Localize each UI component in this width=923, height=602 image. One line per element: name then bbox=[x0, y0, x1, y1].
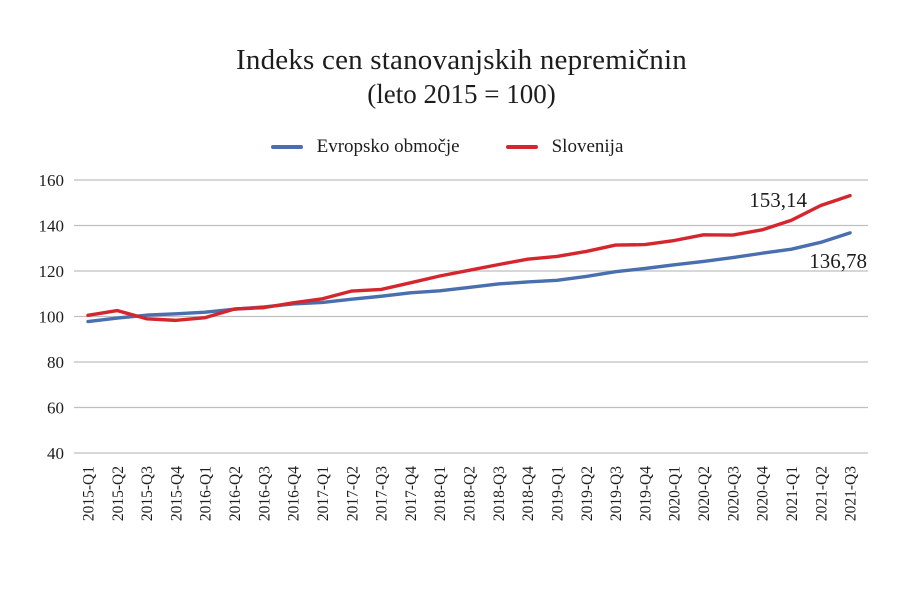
x-tick-label-2017-Q1: 2017-Q1 bbox=[315, 466, 332, 521]
x-tick-label-2021-Q2: 2021-Q2 bbox=[813, 466, 830, 521]
x-tick-label-2015-Q4: 2015-Q4 bbox=[168, 466, 185, 521]
legend-label: Slovenija bbox=[551, 136, 624, 157]
series-line-slovenija bbox=[86, 193, 852, 323]
x-tick-label-2019-Q1: 2019-Q1 bbox=[549, 466, 566, 521]
x-tick-label-2016-Q4: 2016-Q4 bbox=[286, 466, 303, 521]
series-line-evropsko-območje bbox=[86, 231, 852, 324]
x-tick-label-2015-Q1: 2015-Q1 bbox=[81, 466, 98, 521]
y-tick-label-140: 140 bbox=[39, 217, 65, 236]
x-tick-label-2020-Q4: 2020-Q4 bbox=[755, 466, 772, 521]
x-tick-label-2016-Q2: 2016-Q2 bbox=[227, 466, 244, 521]
x-tick-label-2021-Q1: 2021-Q1 bbox=[784, 466, 801, 521]
x-tick-label-2018-Q2: 2018-Q2 bbox=[462, 466, 479, 521]
x-tick-label-2017-Q3: 2017-Q3 bbox=[374, 466, 391, 521]
data-label-slovenija: 153,14 bbox=[749, 188, 807, 212]
x-tick-label-2020-Q1: 2020-Q1 bbox=[667, 466, 684, 521]
x-tick-label-2020-Q3: 2020-Q3 bbox=[725, 466, 742, 521]
x-tick-label-2020-Q2: 2020-Q2 bbox=[696, 466, 713, 521]
legend-line-swatch-red-icon bbox=[505, 145, 538, 149]
x-tick-label-2017-Q4: 2017-Q4 bbox=[403, 466, 420, 521]
x-tick-label-2015-Q2: 2015-Q2 bbox=[110, 466, 127, 521]
chart-subtitle: (leto 2015 = 100) bbox=[367, 79, 556, 109]
y-tick-label-80: 80 bbox=[47, 353, 64, 372]
legend-item-evropsko-obmocje: Evropsko območje bbox=[270, 136, 460, 158]
x-tick-label-2016-Q3: 2016-Q3 bbox=[256, 466, 273, 521]
x-tick-label-2019-Q3: 2019-Q3 bbox=[608, 466, 625, 521]
legend-item-slovenija: Slovenija bbox=[505, 136, 624, 158]
chart-legend: Evropsko območje Slovenija bbox=[0, 136, 894, 158]
legend-line-swatch-blue-icon bbox=[270, 145, 303, 149]
x-tick-label-2018-Q4: 2018-Q4 bbox=[520, 466, 537, 521]
x-tick-label-2019-Q2: 2019-Q2 bbox=[579, 466, 596, 521]
x-tick-label-2018-Q1: 2018-Q1 bbox=[432, 466, 449, 521]
legend-label: Evropsko območje bbox=[316, 136, 460, 157]
x-tick-label-2021-Q3: 2021-Q3 bbox=[843, 466, 860, 521]
y-tick-label-100: 100 bbox=[39, 308, 65, 327]
x-tick-label-2018-Q3: 2018-Q3 bbox=[491, 466, 508, 521]
y-tick-label-160: 160 bbox=[39, 171, 65, 190]
x-tick-label-2015-Q3: 2015-Q3 bbox=[139, 466, 156, 521]
x-tick-label-2017-Q2: 2017-Q2 bbox=[344, 466, 361, 521]
y-tick-label-60: 60 bbox=[47, 399, 64, 418]
x-tick-label-2016-Q1: 2016-Q1 bbox=[198, 466, 215, 521]
y-tick-label-120: 120 bbox=[39, 262, 65, 281]
chart-title: Indeks cen stanovanjskih nepremičnin bbox=[236, 44, 687, 76]
data-label-evropsko-območje: 136,78 bbox=[809, 249, 867, 273]
y-tick-label-40: 40 bbox=[47, 444, 64, 463]
x-tick-label-2019-Q4: 2019-Q4 bbox=[637, 466, 654, 521]
